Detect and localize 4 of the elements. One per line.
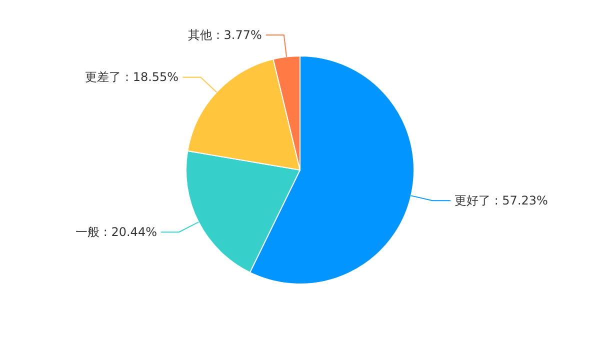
slice-label: 一般 : 20.44% <box>76 225 157 240</box>
slice-label: 更差了 : 18.55% <box>85 70 179 84</box>
slice-label: 更好了 : 57.23% <box>454 194 548 208</box>
slice-label: 其他 : 3.77% <box>188 28 262 42</box>
